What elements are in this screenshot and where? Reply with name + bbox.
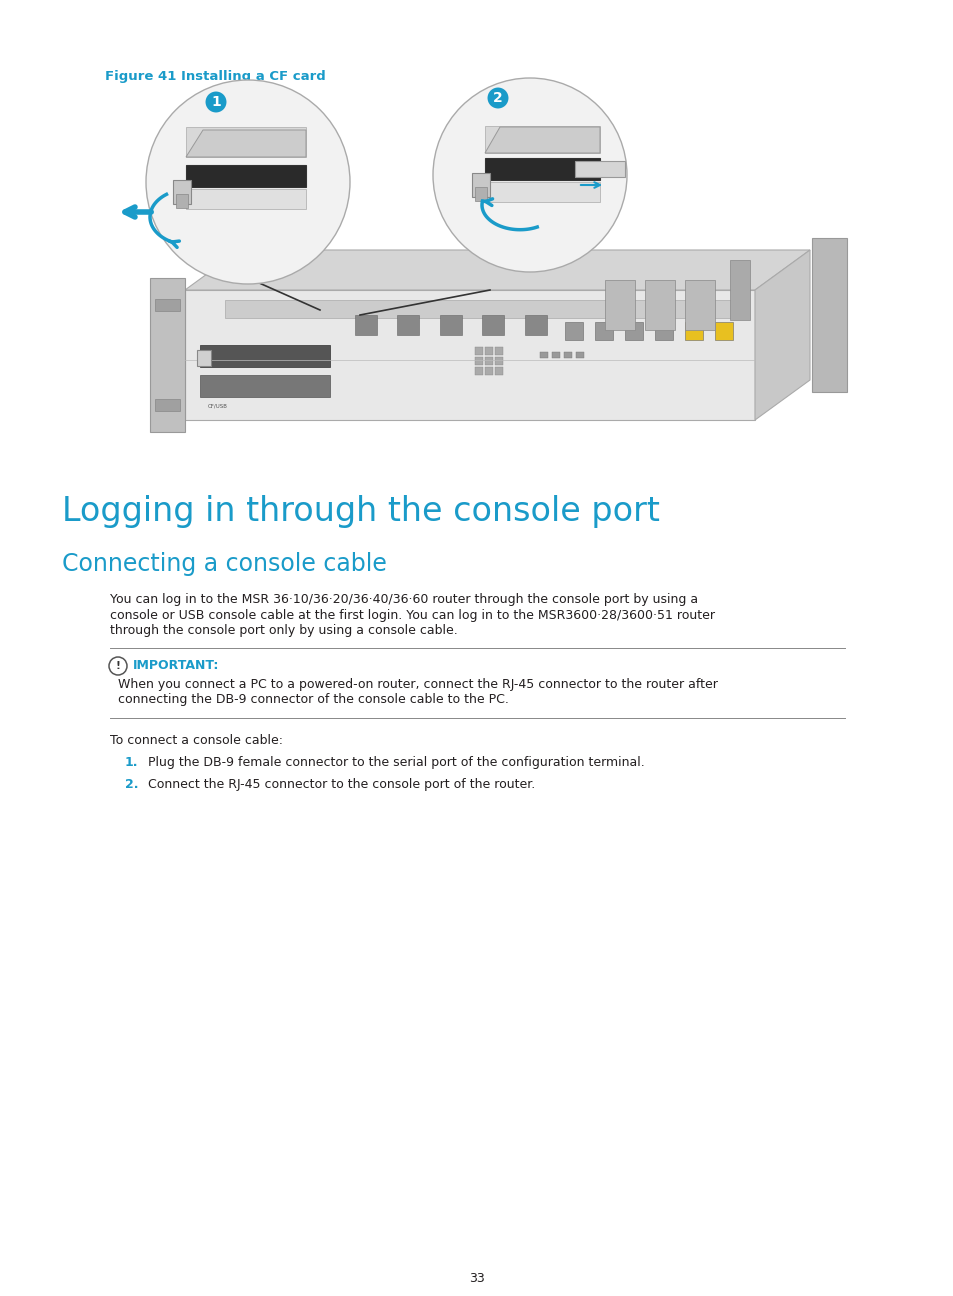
Bar (484, 126, 599, 153)
Polygon shape (186, 130, 306, 157)
Bar (495, 356, 502, 365)
Bar (624, 321, 642, 340)
Bar (439, 315, 461, 334)
Text: through the console port only by using a console cable.: through the console port only by using a… (110, 623, 457, 638)
Text: IMPORTANT:: IMPORTANT: (132, 658, 219, 673)
Bar (484, 158, 599, 180)
Text: Connect the RJ-45 connector to the console port of the router.: Connect the RJ-45 connector to the conso… (148, 778, 535, 791)
Circle shape (146, 80, 350, 284)
Bar (196, 350, 211, 365)
Bar (200, 375, 330, 397)
Bar (475, 187, 486, 201)
Text: 33: 33 (469, 1271, 484, 1286)
Bar (475, 367, 482, 375)
Bar (225, 299, 744, 318)
Bar (472, 172, 490, 197)
Bar (484, 181, 599, 202)
Bar (355, 315, 376, 334)
Bar (172, 180, 191, 203)
Bar (539, 353, 547, 358)
Bar (684, 280, 714, 330)
Polygon shape (754, 250, 809, 420)
Text: To connect a console cable:: To connect a console cable: (110, 734, 283, 746)
Bar (655, 321, 672, 340)
Text: CF/USB: CF/USB (208, 403, 228, 408)
Bar (200, 345, 330, 367)
Text: Connecting a console cable: Connecting a console cable (62, 552, 387, 575)
Bar (604, 280, 635, 330)
Bar (495, 367, 502, 375)
Bar (475, 347, 482, 355)
Bar (684, 321, 702, 340)
Bar (175, 194, 188, 207)
Circle shape (433, 78, 626, 272)
Text: console or USB console cable at the first login. You can log in to the MSR3600·2: console or USB console cable at the firs… (110, 609, 714, 622)
Text: 2: 2 (493, 91, 502, 105)
Text: You can log in to the MSR 36·10/36·20/36·40/36·60 router through the console por: You can log in to the MSR 36·10/36·20/36… (110, 594, 698, 607)
Bar (397, 315, 419, 334)
Bar (154, 299, 180, 311)
Circle shape (109, 657, 127, 675)
Bar (563, 353, 572, 358)
Polygon shape (185, 250, 809, 290)
Bar (595, 321, 613, 340)
Bar (644, 280, 675, 330)
Bar (154, 399, 180, 411)
Text: Plug the DB-9 female connector to the serial port of the configuration terminal.: Plug the DB-9 female connector to the se… (148, 756, 644, 769)
Bar (729, 260, 749, 320)
Bar (186, 127, 306, 157)
Bar (564, 321, 582, 340)
Text: connecting the DB-9 connector of the console cable to the PC.: connecting the DB-9 connector of the con… (118, 693, 508, 706)
Bar (524, 315, 546, 334)
Polygon shape (185, 290, 754, 420)
Text: 2.: 2. (125, 778, 138, 791)
Text: Logging in through the console port: Logging in through the console port (62, 495, 659, 527)
Bar (475, 356, 482, 365)
Bar (575, 161, 624, 178)
Text: Figure 41 Installing a CF card: Figure 41 Installing a CF card (105, 70, 325, 83)
Bar (576, 353, 583, 358)
Text: 1: 1 (211, 95, 221, 109)
Bar (150, 279, 185, 432)
Bar (495, 347, 502, 355)
Bar (484, 347, 493, 355)
Polygon shape (811, 238, 846, 391)
Bar (482, 315, 504, 334)
Text: 1.: 1. (125, 756, 138, 769)
Bar (186, 165, 306, 187)
Bar (714, 321, 732, 340)
Text: When you connect a PC to a powered-on router, connect the RJ-45 connector to the: When you connect a PC to a powered-on ro… (118, 678, 717, 691)
Polygon shape (484, 127, 599, 153)
Bar (552, 353, 559, 358)
Bar (186, 189, 306, 209)
Bar (484, 367, 493, 375)
Bar (484, 356, 493, 365)
Text: !: ! (115, 661, 120, 671)
